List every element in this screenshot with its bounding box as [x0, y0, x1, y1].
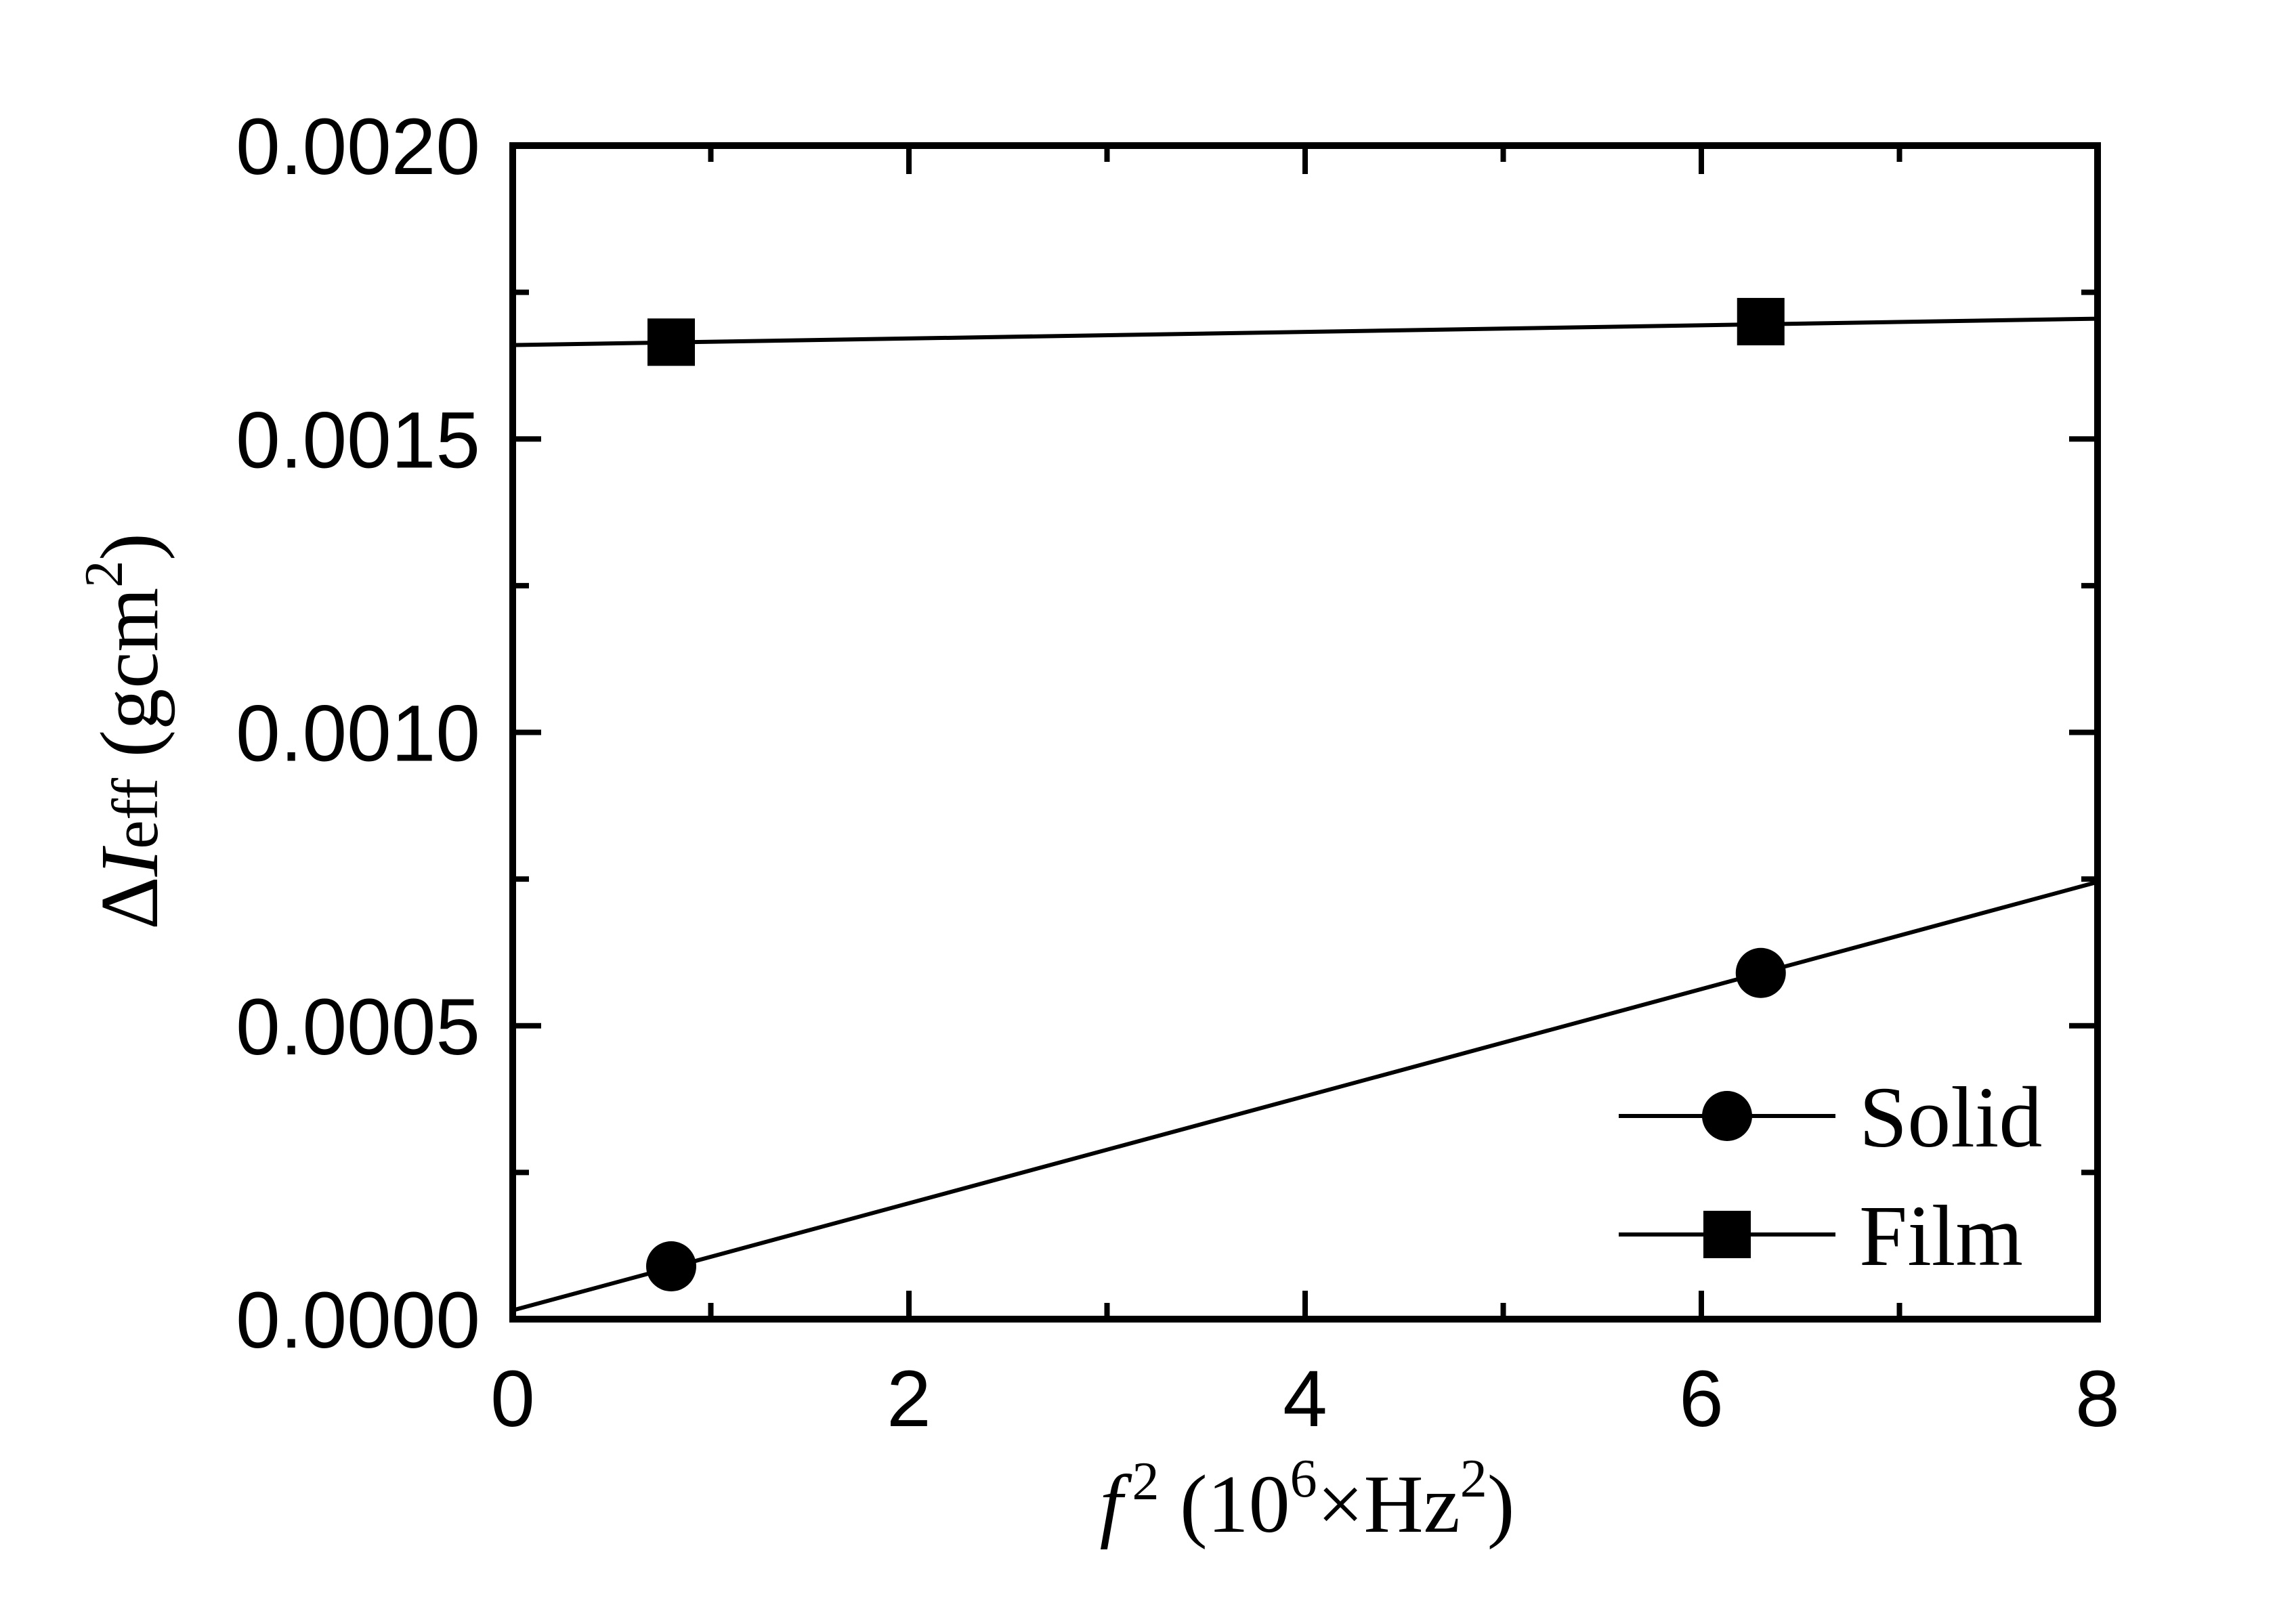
y-axis-var: I	[84, 845, 175, 877]
y-axis-sub: eff	[99, 778, 171, 849]
x-tick-label: 2	[887, 1354, 931, 1444]
data-point-solid	[1735, 947, 1786, 998]
legend-item-solid: Solid	[1619, 1069, 2042, 1165]
axis-tick-labels: 0 2 4 6 8 0.0000 0.0005 0.0010 0.0015 0.0020	[236, 102, 2120, 1444]
x-axis-unit-open: (10	[1160, 1459, 1290, 1550]
y-axis-unit-open: (gcm	[84, 588, 175, 778]
data-markers	[646, 297, 1786, 1292]
x-axis-unit-hz-exp: 2	[1460, 1449, 1487, 1509]
y-axis-title: ΔIeff (gcm2)	[75, 533, 175, 930]
legend-film-label: Film	[1859, 1188, 2023, 1284]
fit-lines	[512, 316, 2098, 1312]
x-axis-var-exp: 2	[1132, 1452, 1160, 1511]
y-tick-label: 0.0020	[236, 102, 480, 192]
legend-solid-marker	[1702, 1091, 1752, 1141]
x-axis-unit-mid: ×Hz	[1317, 1459, 1460, 1550]
y-axis-unit-close: )	[84, 533, 175, 561]
legend-solid-label: Solid	[1859, 1069, 2042, 1165]
plot-frame	[509, 142, 2101, 1323]
x-tick-label: 8	[2075, 1354, 2120, 1444]
y-tick-label: 0.0005	[236, 983, 480, 1072]
x-tick-label: 0	[490, 1354, 535, 1444]
fit-line-solid	[512, 880, 2098, 1312]
data-point-film	[647, 318, 695, 366]
legend: Solid Film	[1619, 1069, 2042, 1284]
y-axis-delta: Δ	[84, 876, 175, 929]
data-point-film	[1737, 297, 1785, 345]
y-tick-label: 0.0010	[236, 689, 480, 779]
y-tick-label: 0.0015	[236, 395, 480, 485]
y-tick-label: 0.0000	[236, 1276, 480, 1365]
legend-film-marker	[1703, 1211, 1751, 1258]
data-point-solid	[646, 1241, 696, 1292]
x-axis-unit-exp: 6	[1290, 1449, 1317, 1509]
x-axis-var: f	[1100, 1459, 1132, 1550]
fit-line-film	[512, 316, 2098, 347]
x-axis-unit-close: )	[1487, 1459, 1515, 1550]
x-tick-label: 6	[1679, 1354, 1724, 1444]
y-axis-unit-exp: 2	[75, 561, 134, 588]
x-tick-label: 4	[1283, 1354, 1327, 1444]
legend-item-film: Film	[1619, 1188, 2023, 1284]
